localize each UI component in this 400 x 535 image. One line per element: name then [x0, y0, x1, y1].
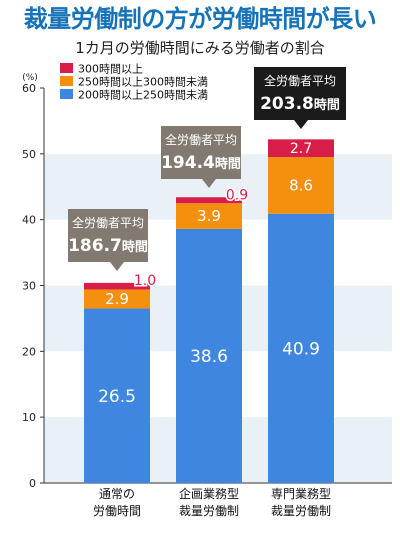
- data-label: 3.9: [197, 207, 221, 225]
- bar-segment: [268, 157, 334, 214]
- legend-label: 200時間以上250時間未満: [78, 89, 208, 102]
- chart-title: 裁量労働制の方が労働時間が長い: [0, 0, 400, 38]
- bar-segment: [268, 213, 334, 483]
- callout-value: 194.4時間: [161, 153, 241, 173]
- legend-swatch: [60, 63, 73, 73]
- callout-box: [161, 126, 241, 179]
- legend-label: 300時間以上: [78, 63, 143, 76]
- callout-value: 203.8時間: [260, 94, 340, 114]
- data-label: 38.6: [190, 347, 228, 367]
- bar-segment: [176, 203, 242, 229]
- data-label: 1.0: [134, 273, 156, 289]
- callout-value-number: 186.7: [68, 236, 122, 256]
- y-tick-label: 20: [22, 345, 36, 358]
- data-label: 0.9: [226, 187, 248, 203]
- callout-label: 全労働者平均: [165, 132, 237, 147]
- legend-swatch: [60, 89, 73, 99]
- y-tick-label: 40: [22, 214, 36, 227]
- data-label: 8.6: [289, 176, 313, 194]
- callout-box: [68, 209, 148, 262]
- callout-value-unit: 時間: [215, 156, 241, 172]
- bar-segment: [84, 282, 150, 290]
- legend-swatch: [60, 76, 73, 86]
- callout-pointer: [110, 262, 124, 271]
- chart-subtitle: 1カ月の労働時間にみる労働者の割合: [75, 39, 325, 57]
- y-tick-label: 30: [22, 280, 36, 293]
- data-label: 40.9: [282, 339, 320, 359]
- x-category-label: 通常の: [99, 487, 135, 501]
- callout-label: 全労働者平均: [72, 215, 144, 230]
- callout-value-unit: 時間: [122, 239, 148, 255]
- y-tick-label: 60: [22, 82, 36, 95]
- y-unit-label: (%): [22, 73, 38, 83]
- x-category-label: 労働時間: [93, 504, 141, 518]
- callout-value-number: 194.4: [161, 153, 215, 173]
- data-label: 2.7: [290, 141, 312, 157]
- y-tick-label: 50: [22, 148, 36, 161]
- bar-segment: [176, 228, 242, 483]
- data-label: 2.9: [105, 290, 129, 308]
- y-tick-label: 10: [22, 411, 36, 424]
- callout-value-number: 203.8: [260, 94, 314, 114]
- y-tick-label: 0: [29, 477, 36, 490]
- bar-segment: [84, 308, 150, 483]
- x-category-label: 企画業務型: [179, 486, 239, 501]
- x-category-label: 裁量労働制: [179, 504, 239, 518]
- callout-value: 186.7時間: [68, 236, 148, 256]
- data-label: 26.5: [98, 387, 136, 407]
- callout-pointer: [202, 179, 216, 188]
- legend-label: 250時間以上300時間未満: [78, 76, 208, 89]
- callout-pointer: [294, 120, 308, 129]
- bar-segment: [84, 289, 150, 309]
- x-category-label: 専門業務型: [271, 487, 331, 501]
- bar-segment: [268, 139, 334, 158]
- callout-box: [254, 67, 346, 120]
- callout-label: 全労働者平均: [264, 73, 336, 88]
- bar-segment: [176, 197, 242, 204]
- x-category-label: 裁量労働制: [271, 504, 331, 518]
- callout-value-unit: 時間: [314, 97, 340, 113]
